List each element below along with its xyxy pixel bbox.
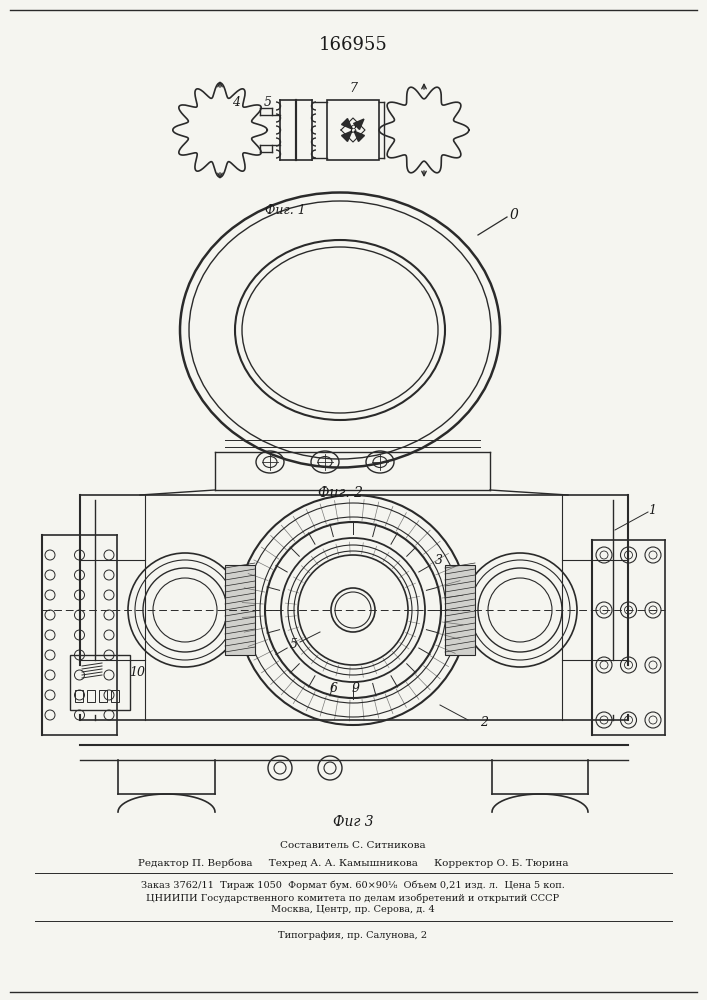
Bar (445, 565, 475, 655)
Text: Редактор П. Вербова     Техред А. А. Камышникова     Корректор О. Б. Тюрина: Редактор П. Вербова Техред А. А. Камышни… (138, 858, 568, 868)
Text: 8: 8 (349, 125, 356, 135)
Text: ЦНИИПИ Государственного комитета по делам изобретений и открытий СССР: ЦНИИПИ Государственного комитета по дела… (146, 893, 559, 903)
Text: 10: 10 (129, 666, 145, 678)
Text: Фиг 3: Фиг 3 (333, 815, 373, 829)
Text: 1: 1 (648, 504, 656, 516)
Text: 3: 3 (435, 554, 443, 566)
Bar (225, 565, 255, 655)
Text: 2: 2 (480, 716, 488, 728)
Polygon shape (341, 131, 352, 141)
Text: Фиг. 1: Фиг. 1 (264, 204, 305, 217)
Text: Составитель С. Ситникова: Составитель С. Ситникова (280, 840, 426, 850)
Polygon shape (354, 131, 364, 141)
Text: 9: 9 (352, 682, 360, 694)
Polygon shape (341, 119, 352, 129)
Text: Типография, пр. Салунова, 2: Типография, пр. Салунова, 2 (279, 930, 428, 940)
Bar (87, 690, 95, 702)
Bar (75, 690, 83, 702)
Text: 166955: 166955 (319, 36, 387, 54)
Text: Москва, Центр, пр. Серова, д. 4: Москва, Центр, пр. Серова, д. 4 (271, 906, 435, 914)
Text: Фиг. 2: Фиг. 2 (317, 486, 363, 500)
Bar (111, 690, 119, 702)
Text: 5: 5 (290, 639, 298, 652)
Text: Заказ 3762/11  Тираж 1050  Формат бум. 60×90⅛  Объем 0,21 изд. л.  Цена 5 коп.: Заказ 3762/11 Тираж 1050 Формат бум. 60×… (141, 880, 565, 890)
Text: 4: 4 (232, 96, 240, 108)
Text: 0: 0 (510, 208, 519, 222)
Bar (70, 655, 130, 710)
Text: 5: 5 (264, 96, 272, 108)
Bar (327, 100, 379, 160)
Polygon shape (354, 119, 364, 129)
Text: 7: 7 (349, 82, 357, 95)
Text: 6: 6 (330, 682, 338, 694)
Bar (99, 690, 107, 702)
